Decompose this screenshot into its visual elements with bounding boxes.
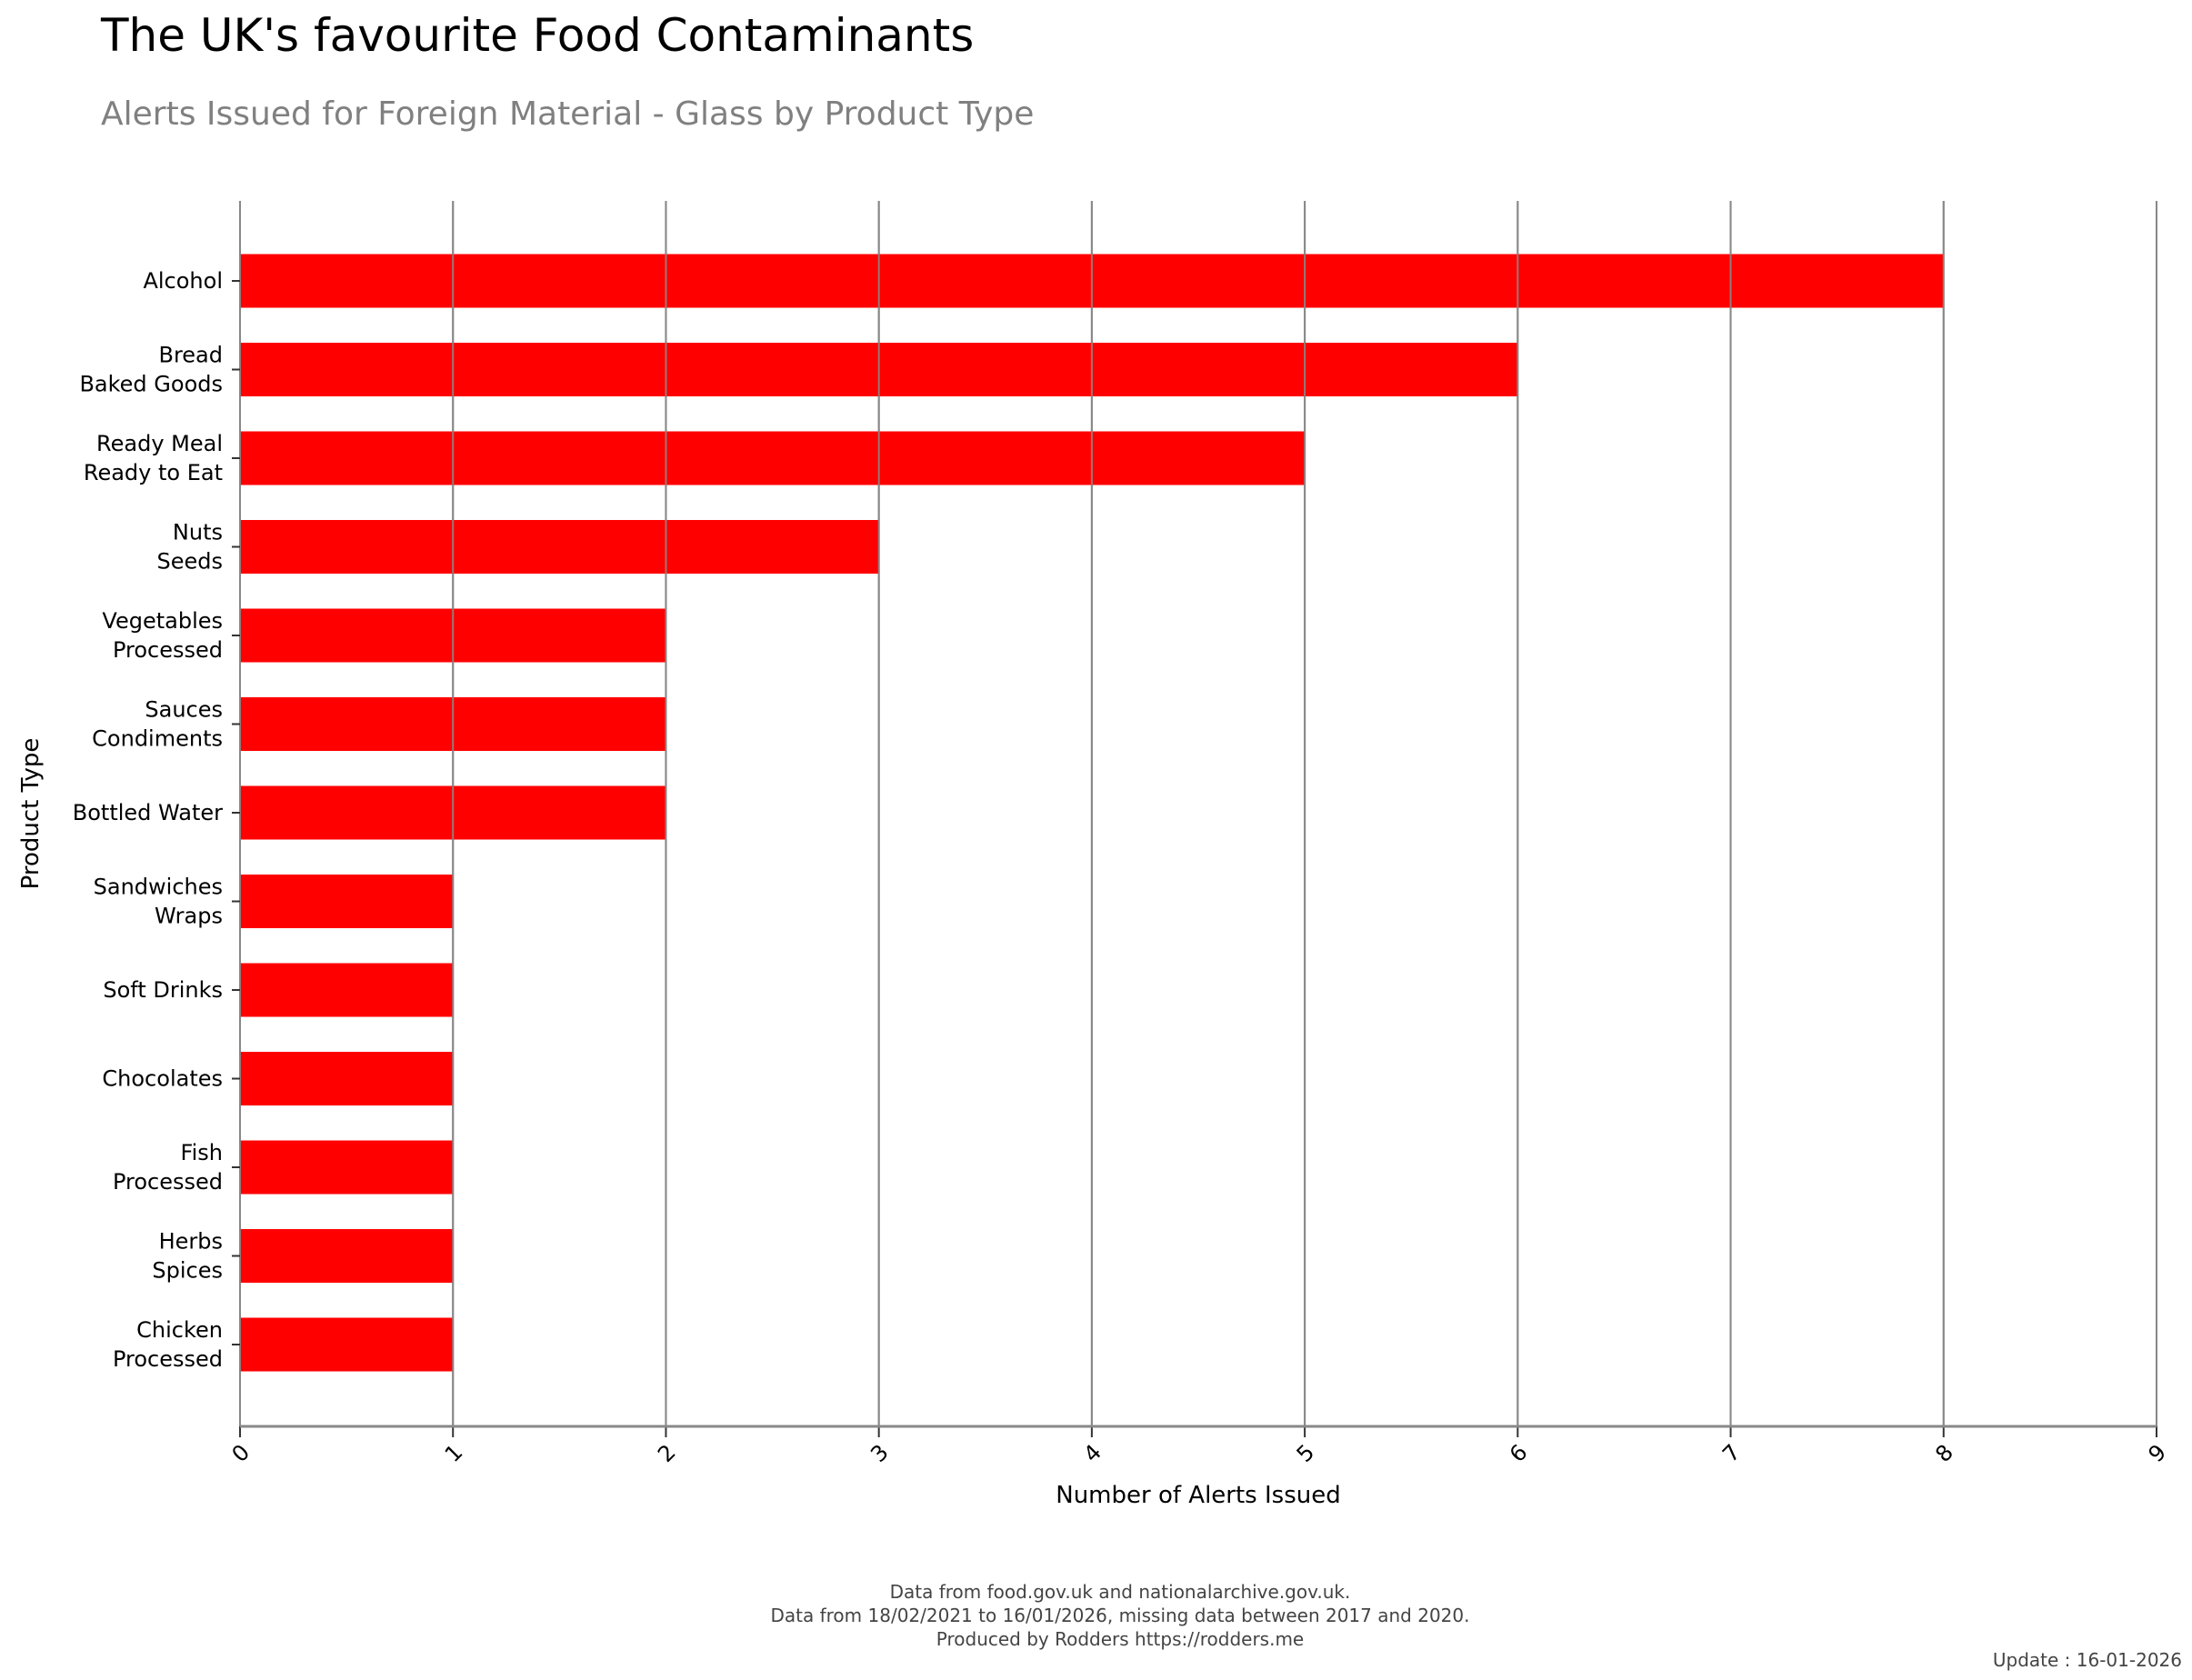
y-tick-label: Fish Processed xyxy=(113,1140,223,1195)
y-tick-label: Soft Drinks xyxy=(103,977,223,1003)
bar xyxy=(240,1052,454,1105)
x-tick-label: 0 xyxy=(227,1439,255,1467)
x-tick-label: 7 xyxy=(1717,1439,1746,1467)
footer-update: Update : 16-01-2026 xyxy=(1993,1649,2182,1671)
x-tick-labels: 0 1 2 3 4 5 6 7 8 9 xyxy=(227,1439,2172,1467)
bar xyxy=(240,520,879,574)
footer-source: Data from food.gov.uk and nationalarchiv… xyxy=(890,1581,1351,1603)
y-axis-label: Product Type xyxy=(17,738,45,890)
y-tick-label: Bread Baked Goods xyxy=(79,343,223,397)
bar xyxy=(240,875,454,928)
y-tick-label: Bottled Water xyxy=(73,800,223,825)
x-tick-label: 2 xyxy=(653,1439,681,1467)
y-tick-labels: Alcohol Bread Baked Goods Ready Meal Ready t… xyxy=(73,268,240,1372)
y-tick-label: Chicken Processed xyxy=(113,1317,223,1372)
bars xyxy=(239,201,2157,1426)
y-tick-label: Herbs Spices xyxy=(152,1229,223,1284)
x-tick-label: 6 xyxy=(1505,1439,1533,1467)
y-tick-label: Ready Meal Ready to Eat xyxy=(84,431,223,485)
bar xyxy=(240,1140,454,1195)
bar xyxy=(240,1229,454,1283)
bar xyxy=(240,1317,454,1372)
y-tick-label: Sauces Condiments xyxy=(92,697,223,752)
x-tick-label: 3 xyxy=(866,1439,894,1467)
x-tick-label: 8 xyxy=(1930,1439,1958,1467)
y-tick-label: Alcohol xyxy=(143,268,223,294)
footer-credit: Produced by Rodders https://rodders.me xyxy=(936,1628,1304,1650)
bar xyxy=(240,431,1306,485)
x-tick-label: 9 xyxy=(2144,1439,2172,1467)
x-axis-label: Number of Alerts Issued xyxy=(1056,1482,1340,1509)
x-tick-label: 1 xyxy=(440,1439,468,1467)
x-tick-label: 5 xyxy=(1292,1439,1320,1467)
x-tick-label: 4 xyxy=(1078,1439,1106,1467)
y-tick-label: Sandwiches Wraps xyxy=(94,875,223,929)
chart-title: The UK's favourite Food Contaminants xyxy=(100,9,974,62)
y-tick-label: Vegetables Processed xyxy=(102,608,223,663)
bar xyxy=(240,963,454,1017)
footer-date-range: Data from 18/02/2021 to 16/01/2026, miss… xyxy=(771,1605,1470,1626)
y-tick-label: Nuts Seeds xyxy=(156,520,223,575)
chart-subtitle: Alerts Issued for Foreign Material - Gla… xyxy=(101,95,1034,133)
y-tick-label: Chocolates xyxy=(102,1066,223,1092)
